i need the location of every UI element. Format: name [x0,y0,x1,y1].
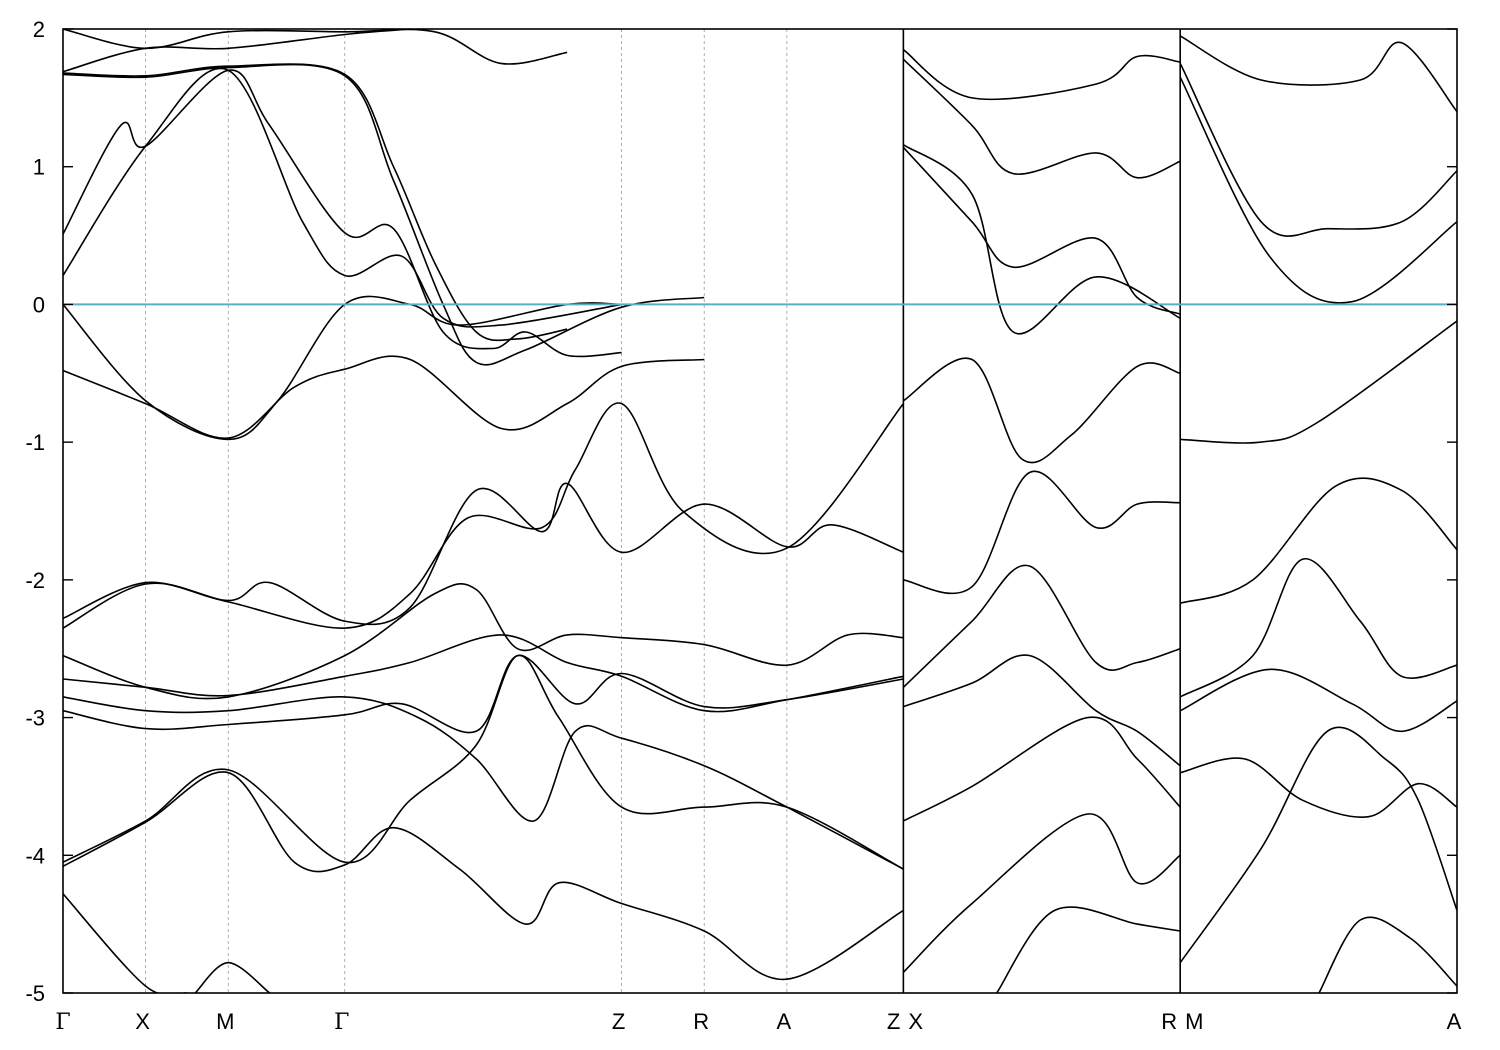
kpoint-label: Z [887,1009,900,1034]
kpoint-label: X [908,1009,923,1034]
band-line-25 [902,564,1181,688]
y-axis-ticks [63,28,1457,994]
plot-frame [62,28,1458,994]
band-line-38 [1179,726,1457,964]
kpoint-label: R [693,1009,709,1034]
band-line-6 [63,67,622,328]
band-line-9 [63,482,904,626]
high-symmetry-gridlines [145,29,1181,993]
kpoint-label: M [216,1009,234,1034]
band-line-18 [194,961,271,993]
kpoint-label: M [1185,1009,1203,1034]
plot-border [62,28,1458,994]
band-line-30 [1179,63,1457,237]
band-line-1 [63,29,568,65]
band-line-4 [63,63,705,366]
band-line-21 [902,58,1181,179]
band-line-29 [996,906,1181,993]
y-tick-label: -1 [25,430,45,455]
band-line-22 [902,146,1181,315]
kpoint-label: A [777,1009,792,1034]
band-line-32 [1179,76,1457,304]
band-line-34 [1179,477,1457,605]
y-tick-label: -4 [25,843,45,868]
band-line-8 [63,355,705,439]
band-line-2 [63,29,411,73]
band-line-19 [902,144,1181,335]
band-line-12 [63,634,904,713]
y-tick-label: -3 [25,706,45,731]
band-line-15 [63,654,904,870]
kpoint-label: Z [612,1009,625,1034]
band-line-11 [63,583,904,700]
band-line-10 [63,402,905,629]
band-line-31 [1179,35,1457,113]
band-line-16 [63,771,904,981]
y-tick-label: -2 [25,568,45,593]
band-line-24 [903,470,1181,595]
band-line-23 [902,357,1181,464]
band-line-14 [63,654,904,734]
y-tick-label: 0 [33,292,45,317]
y-axis-tick-labels: 2 1 0 -1 -2 -3 -4 -5 [25,17,45,1006]
band-line-13 [63,696,904,870]
y-tick-label: 2 [33,17,45,42]
band-line-28 [902,813,1181,973]
kpoint-label: R [1161,1009,1177,1034]
band-line-17 [63,893,188,993]
band-lines [63,29,1457,993]
kpoint-label: Γ [55,1010,70,1035]
y-tick-label: -5 [25,981,45,1006]
band-line-3 [63,63,568,342]
band-line-39 [1318,916,1457,993]
kpoint-label: Γ [334,1010,349,1035]
kpoint-label: A [1447,1009,1462,1034]
band-line-26 [903,654,1181,767]
band-line-27 [903,716,1181,822]
band-line-5 [63,69,622,358]
band-line-36 [1179,668,1457,733]
band-line-20 [902,49,1181,101]
band-line-35 [1179,558,1457,698]
band-line-37 [1180,757,1457,818]
y-tick-label: 1 [33,155,45,180]
band-line-33 [1180,320,1457,444]
band-line-7 [63,295,622,441]
kpoint-label: X [135,1009,150,1034]
